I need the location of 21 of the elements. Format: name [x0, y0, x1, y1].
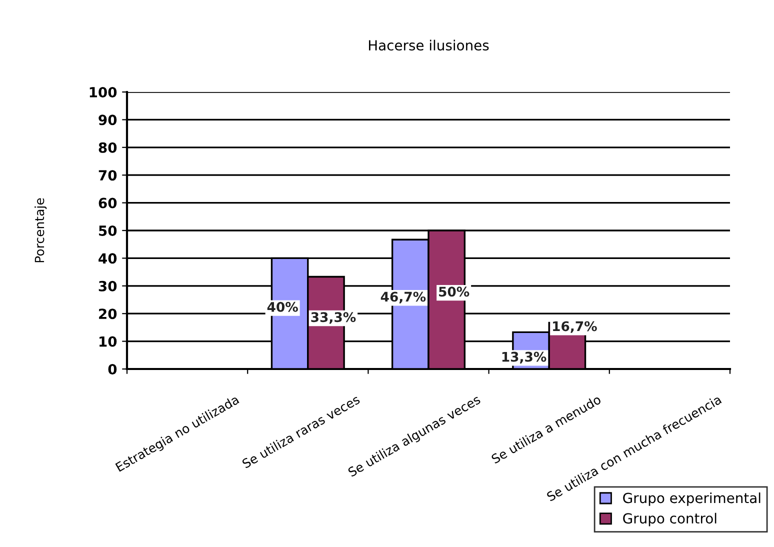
y-tick-label: 100 — [90, 86, 117, 98]
data-label: 13,3% — [502, 352, 546, 364]
y-tick-label: 50 — [99, 225, 117, 236]
y-tick-label: 60 — [98, 198, 117, 208]
data-label: 40% — [267, 302, 298, 312]
y-tick-label: 80 — [98, 142, 117, 153]
data-label: 16,7% — [553, 321, 597, 333]
data-label: 33,3% — [311, 312, 356, 324]
y-tick-label: 70 — [98, 170, 117, 181]
data-label: 46,7% — [380, 292, 426, 304]
y-tick-label: 0 — [108, 364, 117, 374]
y-tick-label: 30 — [98, 280, 117, 292]
data-label: 50% — [439, 286, 470, 297]
y-tick-label: 20 — [99, 308, 117, 320]
chart-title: Hacerse ilusiones — [368, 40, 489, 51]
legend-label: Grupo experimental — [623, 492, 760, 506]
y-tick-label: 40 — [98, 253, 117, 264]
legend-label: Grupo control — [623, 512, 716, 526]
y-tick-label: 10 — [100, 336, 117, 347]
y-tick-label: 90 — [98, 114, 117, 126]
y-axis-title: Porcentaje — [34, 198, 47, 262]
